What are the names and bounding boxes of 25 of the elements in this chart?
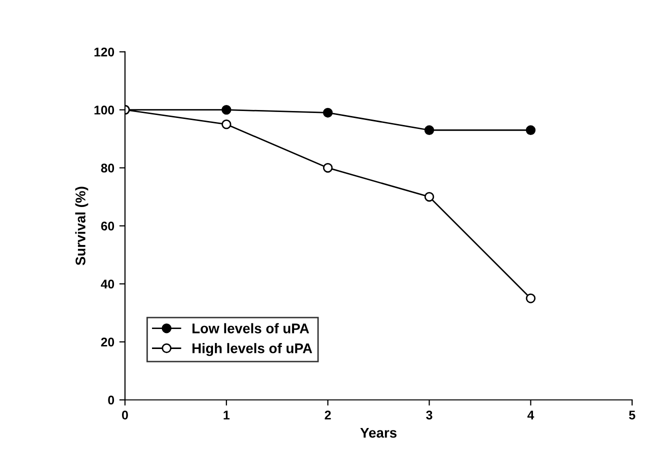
y-tick-label: 20: [101, 338, 114, 347]
x-tick-label: 3: [426, 410, 432, 420]
point: [424, 125, 434, 135]
y-axis-title: Survival (%): [75, 186, 88, 266]
x-tick-label: 4: [527, 410, 534, 420]
y-tick-label: 40: [100, 280, 114, 289]
y-tick-label: 100: [94, 106, 114, 114]
point: [222, 104, 232, 115]
x-axis-title: Years: [360, 428, 397, 438]
legend-label: Low levels of uPA: [192, 323, 310, 334]
point: [222, 119, 232, 130]
point: [526, 293, 536, 304]
point: [526, 125, 536, 135]
point: [322, 108, 333, 118]
y-tick-label: 60: [101, 222, 114, 230]
y-tick-label: 0: [108, 396, 114, 405]
point: [322, 162, 333, 173]
x-tick-label: 0: [122, 410, 128, 420]
y-tick-label: 120: [94, 48, 114, 56]
x-tick-label: 5: [629, 410, 636, 420]
legend-label: High levels of uPA: [192, 343, 312, 356]
x-tick-label: 1: [224, 410, 230, 420]
x-tick-label: 2: [324, 410, 331, 420]
point: [424, 192, 434, 202]
y-tick-label: 80: [101, 164, 114, 172]
